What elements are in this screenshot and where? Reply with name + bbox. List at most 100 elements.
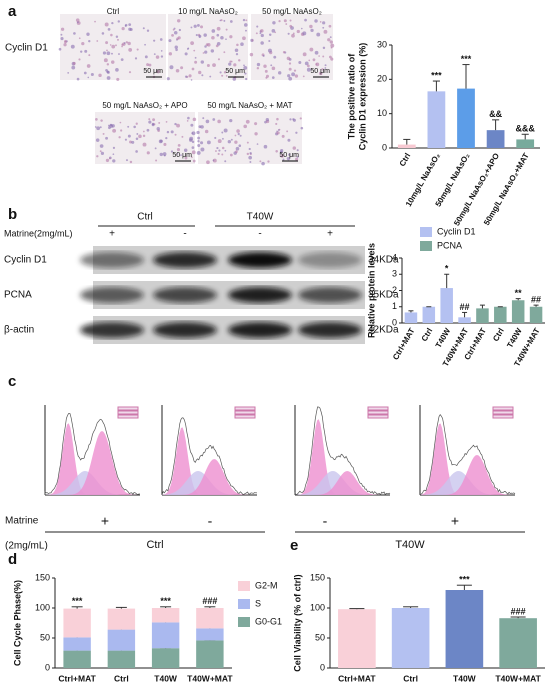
cell — [316, 32, 321, 37]
cell — [216, 26, 221, 31]
bar — [397, 144, 416, 148]
cell — [286, 56, 291, 61]
cell — [229, 35, 233, 39]
significance-label: *** — [431, 70, 442, 80]
cell — [138, 134, 142, 139]
cell — [106, 49, 108, 52]
band — [153, 252, 217, 268]
legend-swatch — [420, 241, 432, 251]
cell — [205, 119, 210, 124]
cell — [202, 117, 205, 120]
bar — [107, 650, 136, 668]
cell — [229, 119, 233, 123]
x-tick-label: T40W+MAT — [187, 673, 233, 683]
flow-legend — [117, 414, 139, 419]
cell — [288, 62, 292, 65]
cell — [129, 160, 133, 164]
cell — [191, 67, 195, 71]
legend-swatch — [238, 599, 250, 609]
cell — [268, 39, 271, 43]
y-tick-label: 30 — [377, 39, 387, 49]
cell — [302, 31, 307, 36]
cell — [120, 58, 124, 62]
cell — [188, 74, 192, 78]
cell — [146, 29, 150, 32]
cell — [153, 39, 156, 42]
cell — [111, 52, 113, 55]
cell — [155, 159, 158, 162]
cell — [176, 123, 180, 128]
treatment-sign: + — [327, 229, 333, 240]
cell — [223, 19, 226, 22]
panel-label: b — [8, 206, 17, 223]
cell — [148, 118, 151, 121]
histogram-outline — [294, 406, 391, 496]
cell — [212, 158, 217, 163]
cell — [254, 122, 258, 126]
cell — [96, 126, 101, 131]
image-title: 50 mg/L NaAsO₂ + MAT — [207, 101, 292, 110]
cell — [106, 63, 110, 66]
cell — [120, 129, 123, 132]
cell — [84, 49, 88, 53]
g2-peak — [45, 431, 140, 495]
cell — [327, 38, 331, 42]
cell — [181, 135, 184, 138]
treatment-sign: + — [451, 513, 459, 529]
cell — [193, 49, 196, 52]
cell — [279, 150, 283, 154]
cell — [135, 150, 138, 153]
x-tick-label: T40W — [453, 673, 477, 683]
cell — [221, 74, 224, 77]
bar — [476, 308, 489, 323]
cell — [127, 125, 130, 128]
cell — [163, 142, 167, 146]
cell — [67, 71, 70, 74]
cell — [273, 55, 277, 59]
cell — [265, 118, 269, 122]
cell — [295, 131, 298, 134]
y-tick-label: 1 — [392, 301, 397, 311]
legend-label: G0-G1 — [255, 616, 282, 626]
cell — [142, 27, 145, 30]
cell — [159, 139, 163, 143]
cell — [205, 43, 209, 46]
cell — [172, 28, 175, 31]
cell — [275, 122, 278, 126]
treatment-sign: - — [323, 513, 328, 529]
bar — [151, 608, 180, 623]
cell — [96, 40, 99, 42]
cell — [292, 118, 296, 122]
cell — [115, 44, 117, 47]
cell — [124, 25, 127, 27]
cell — [204, 50, 208, 54]
cell — [211, 29, 216, 33]
bar — [440, 288, 453, 323]
band — [298, 252, 362, 268]
bar — [486, 130, 505, 148]
cell — [302, 75, 305, 78]
histogram-outline — [44, 412, 141, 495]
treatment-sign: - — [258, 229, 261, 240]
bar — [529, 306, 543, 323]
cell — [212, 159, 215, 162]
cell — [128, 23, 132, 26]
cell — [306, 64, 310, 68]
cell — [127, 41, 131, 46]
cell — [204, 45, 207, 48]
cell — [148, 63, 152, 67]
cell — [117, 20, 120, 23]
cell — [234, 48, 239, 53]
x-tick-label: T40W+MAT — [495, 673, 541, 683]
cell — [288, 153, 291, 156]
bar — [391, 608, 430, 668]
protein-size: 42KDa — [368, 325, 399, 336]
cell — [236, 43, 239, 47]
tissue-image — [95, 112, 195, 164]
g2-peak — [295, 471, 390, 495]
cell — [112, 146, 116, 149]
x-tick-label: T40W — [434, 326, 453, 349]
cell — [73, 32, 76, 35]
x-tick-label: Ctrl — [114, 673, 129, 683]
y-tick-label: 50 — [40, 632, 50, 642]
